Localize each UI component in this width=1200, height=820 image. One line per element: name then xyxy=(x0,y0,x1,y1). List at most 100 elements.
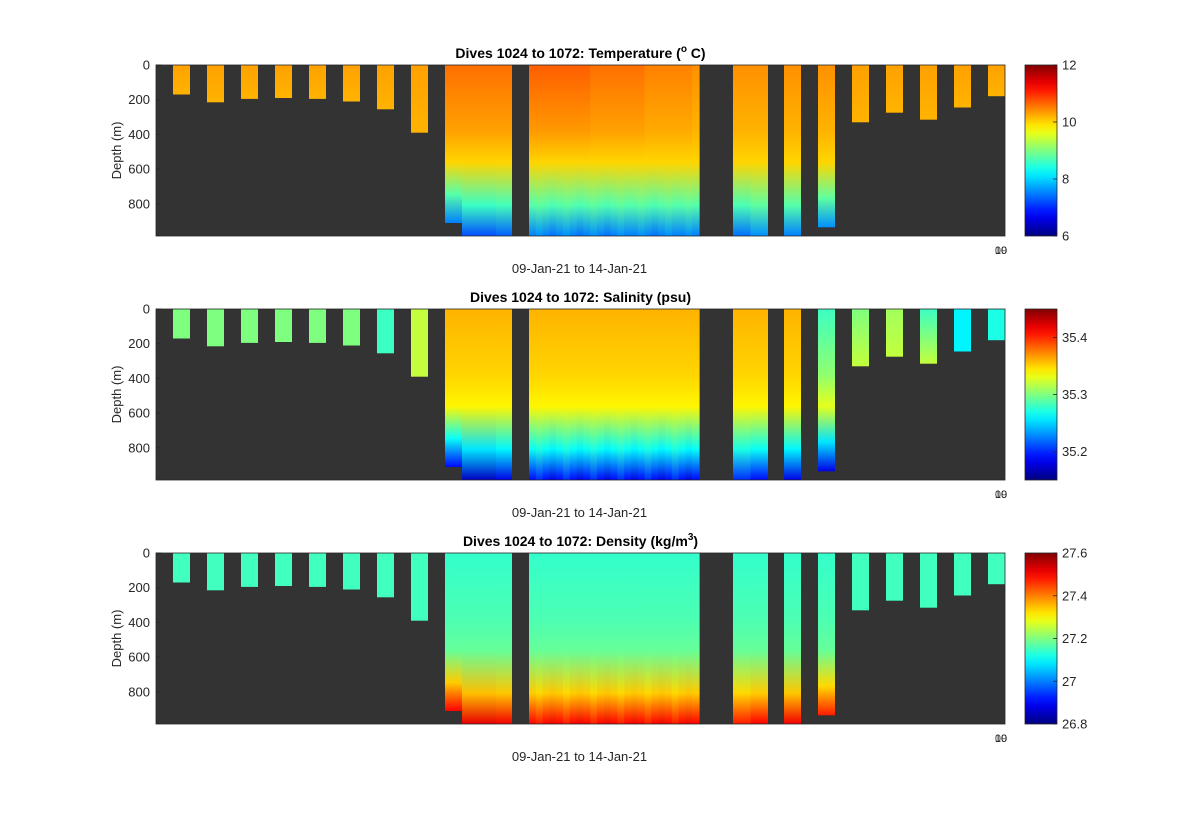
x-tick-label: 10 xyxy=(995,489,1007,501)
profile-1051 xyxy=(631,65,639,236)
profile-1066 xyxy=(886,65,903,113)
profile-1035 xyxy=(496,309,512,480)
profile-1039 xyxy=(549,553,557,724)
profile-1064 xyxy=(818,65,835,228)
profile-1029 xyxy=(343,65,360,102)
y-tick-label: 400 xyxy=(128,127,150,142)
y-tick-label: 800 xyxy=(128,196,150,211)
profile-1033 xyxy=(462,65,479,236)
profile-1045 xyxy=(590,65,598,236)
chart-title: Dives 1024 to 1072: Density (kg/m3) xyxy=(463,532,698,549)
profile-1041 xyxy=(563,309,571,480)
profile-1028 xyxy=(309,309,326,343)
colorbar xyxy=(1024,64,1058,237)
profile-1058 xyxy=(678,65,686,236)
profile-1059 xyxy=(685,553,693,724)
y-axis-label: Depth (m) xyxy=(109,366,124,424)
y-tick-label: 0 xyxy=(143,302,150,317)
profile-1056 xyxy=(665,65,673,236)
profile-1043 xyxy=(576,553,584,724)
profile-1060 xyxy=(692,553,700,724)
y-axis-label: Depth (m) xyxy=(109,122,124,180)
profile-1042 xyxy=(569,309,578,480)
profile-1059 xyxy=(685,309,693,480)
profile-1063 xyxy=(784,553,801,724)
profile-1056 xyxy=(665,553,673,724)
profile-1065 xyxy=(852,65,869,123)
profile-1064 xyxy=(818,309,835,472)
y-axis-label: Depth (m) xyxy=(109,610,124,668)
profile-1026 xyxy=(241,65,258,99)
profile-1046 xyxy=(597,309,605,480)
profile-1024 xyxy=(173,553,190,583)
y-tick-label: 200 xyxy=(128,580,150,595)
colorbar-tick-label: 35.2 xyxy=(1062,444,1087,459)
y-tick-label: 600 xyxy=(128,650,150,665)
profile-1065 xyxy=(852,553,869,611)
profile-1049 xyxy=(617,309,625,480)
profile-1037 xyxy=(535,65,544,236)
profile-1047 xyxy=(603,65,612,236)
colorbar-tick-label: 35.4 xyxy=(1062,330,1087,345)
profile-1031 xyxy=(411,65,428,133)
profile-1068 xyxy=(954,553,971,596)
colorbar-tick-label: 6 xyxy=(1062,229,1069,244)
chart-title: Dives 1024 to 1072: Salinity (psu) xyxy=(470,289,691,305)
profile-1048 xyxy=(610,309,618,480)
profile-1035 xyxy=(496,553,512,724)
x-tick-label: 09 xyxy=(995,489,1007,501)
profile-1035 xyxy=(496,65,512,236)
profile-1032 xyxy=(445,309,462,467)
profile-1044 xyxy=(583,65,591,236)
profile-1028 xyxy=(309,65,326,99)
profile-1057 xyxy=(671,553,680,724)
profile-1026 xyxy=(241,553,258,587)
profile-1034 xyxy=(479,309,496,480)
colorbar-tick-label: 27.2 xyxy=(1062,631,1087,646)
profile-1043 xyxy=(576,309,584,480)
profile-1025 xyxy=(207,553,224,591)
colorbar xyxy=(1024,308,1058,481)
profile-1063 xyxy=(784,309,801,480)
profile-1049 xyxy=(617,65,625,236)
profile-1040 xyxy=(556,309,564,480)
colorbar-tick-label: 35.3 xyxy=(1062,387,1087,402)
profile-1030 xyxy=(377,553,394,598)
profile-1050 xyxy=(624,65,632,236)
profile-1047 xyxy=(603,553,612,724)
axes-box xyxy=(155,64,1006,237)
profile-1041 xyxy=(563,553,571,724)
profile-1033 xyxy=(462,553,479,724)
profile-1030 xyxy=(377,65,394,110)
profile-1062 xyxy=(750,553,768,724)
profile-1058 xyxy=(678,309,686,480)
profile-1055 xyxy=(658,309,666,480)
profile-1053 xyxy=(644,309,652,480)
y-tick-label: 800 xyxy=(128,440,150,455)
profile-1042 xyxy=(569,553,578,724)
profile-1040 xyxy=(556,65,564,236)
profile-1046 xyxy=(597,553,605,724)
profile-1030 xyxy=(377,309,394,354)
profile-1062 xyxy=(750,65,768,236)
profile-1069 xyxy=(988,65,1005,97)
y-tick-label: 200 xyxy=(128,92,150,107)
y-tick-label: 0 xyxy=(143,58,150,73)
profile-1060 xyxy=(692,309,700,480)
profile-1027 xyxy=(275,553,292,586)
profile-1061 xyxy=(733,65,751,236)
profile-1065 xyxy=(852,309,869,367)
profile-1044 xyxy=(583,309,591,480)
profile-1031 xyxy=(411,553,428,621)
profile-1025 xyxy=(207,65,224,103)
x-tick-label: 09 xyxy=(995,733,1007,745)
y-tick-label: 200 xyxy=(128,336,150,351)
profile-1041 xyxy=(563,65,571,236)
profile-1047 xyxy=(603,309,612,480)
profile-1034 xyxy=(479,65,496,236)
axes-box xyxy=(155,308,1006,481)
profile-1038 xyxy=(542,553,550,724)
